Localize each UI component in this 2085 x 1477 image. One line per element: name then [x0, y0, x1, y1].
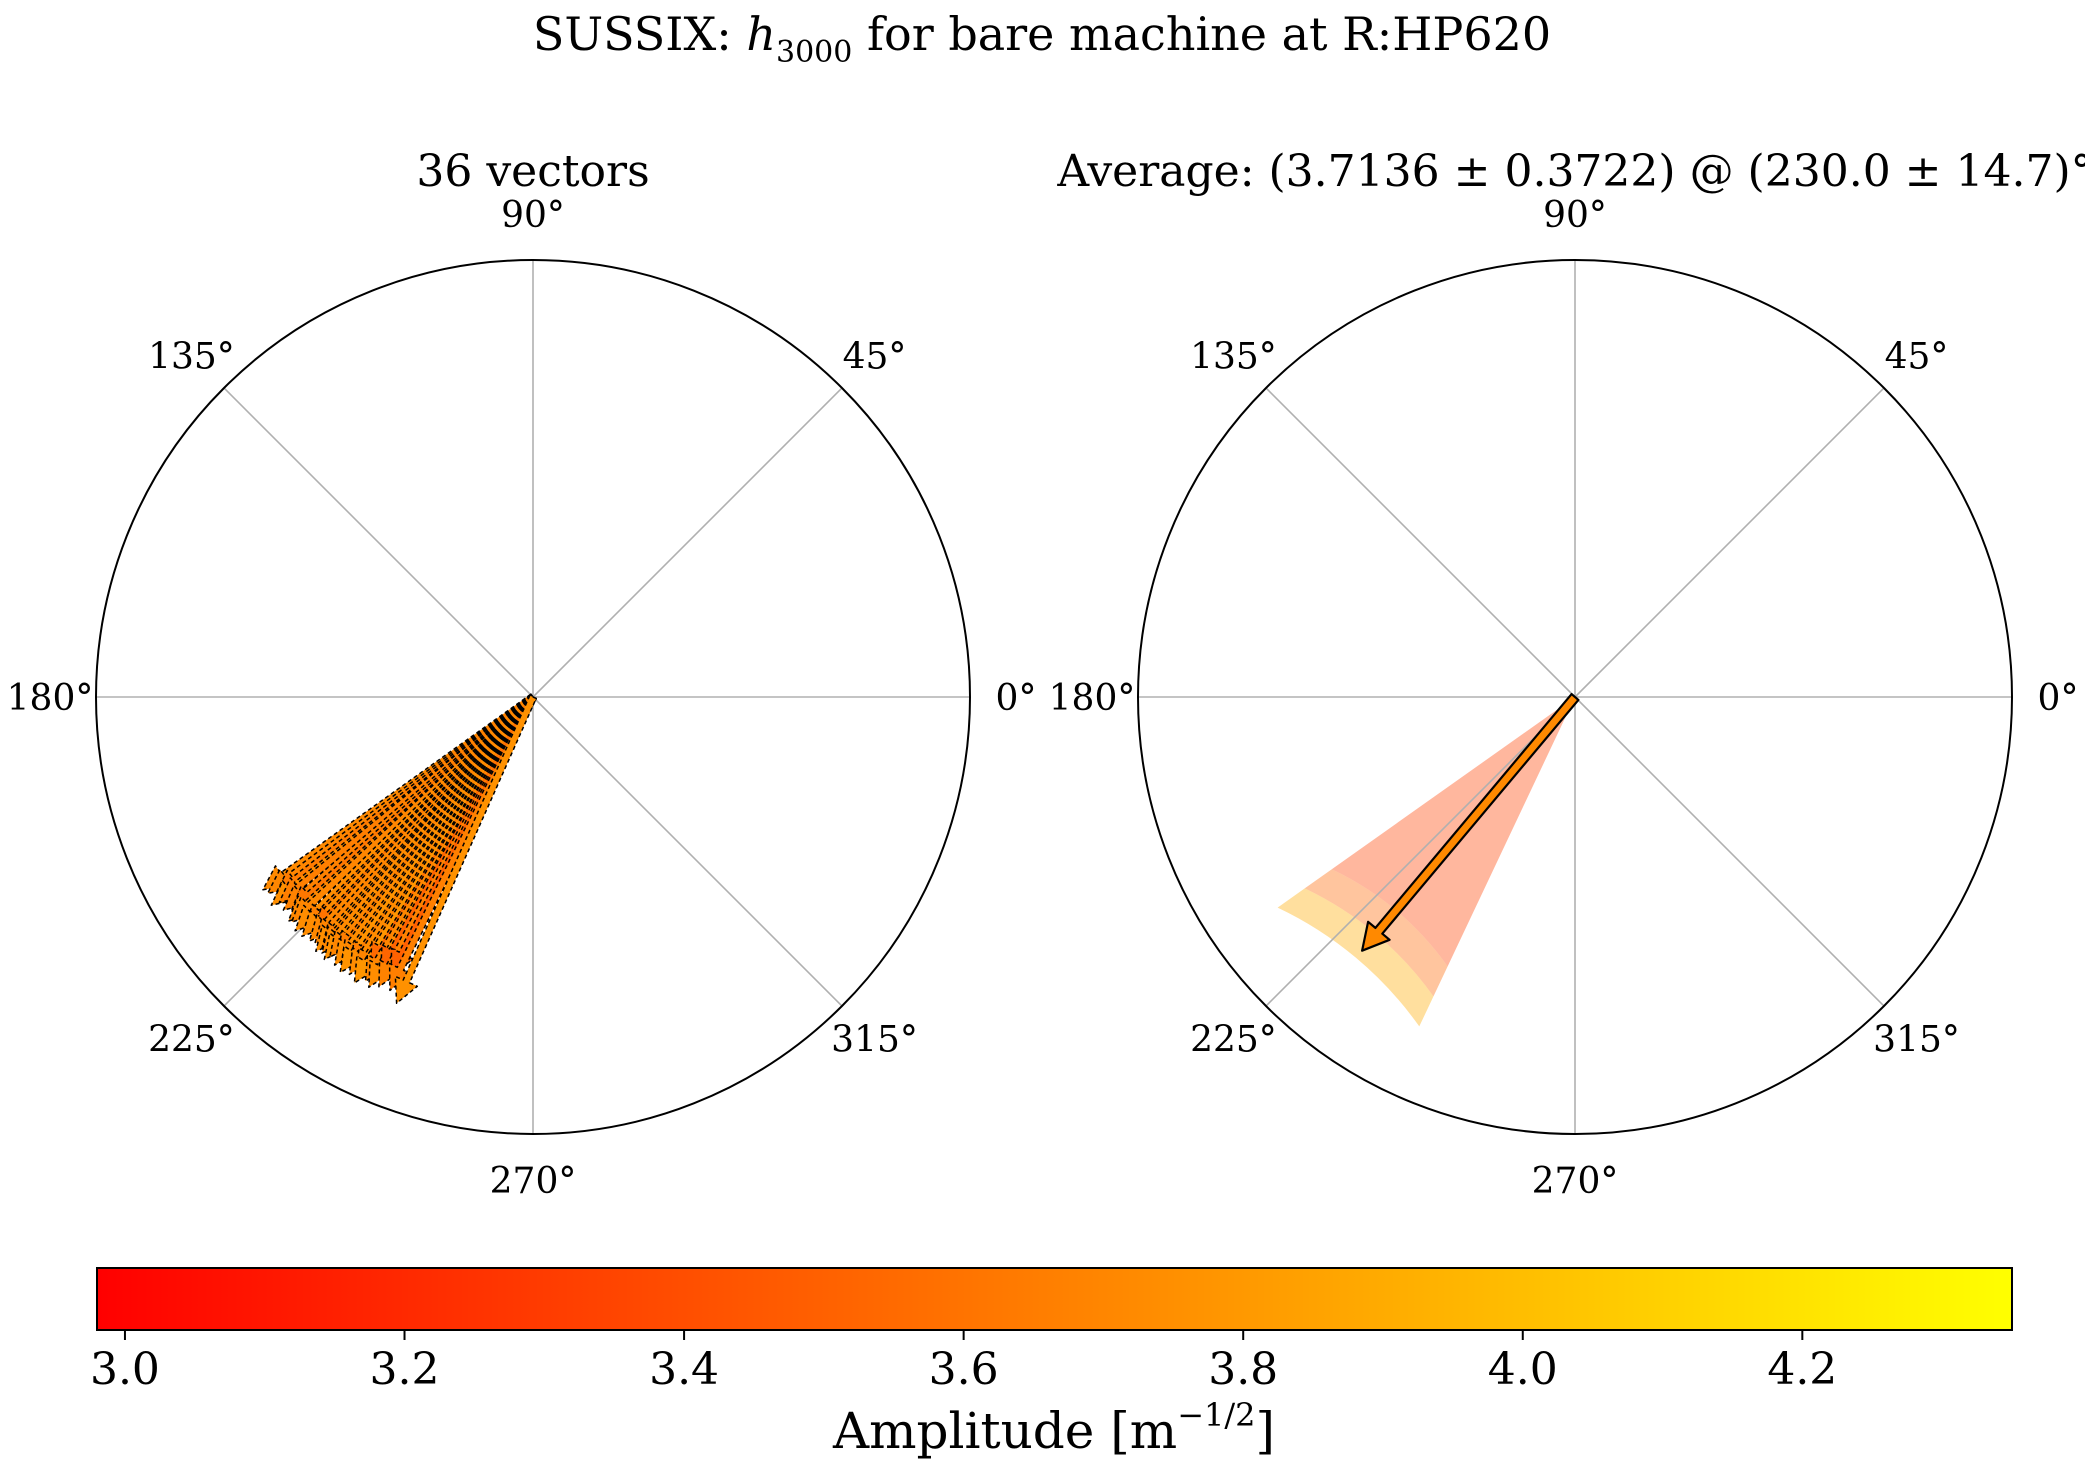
colorbar-tick-label-3: 3.6: [929, 1344, 999, 1395]
colorbar-label-text: Amplitude [m: [832, 1402, 1177, 1460]
colorbar-tick-label-1: 3.2: [370, 1344, 440, 1395]
left-angle-label-45: 45°: [843, 336, 907, 377]
title-prefix: SUSSIX:: [533, 7, 747, 61]
average-vector-arrow: [1360, 692, 1580, 952]
colorbar-gradient: [96, 1267, 2013, 1331]
right-angle-label-45: 45°: [1885, 336, 1949, 377]
right-gridline-315: [1574, 696, 1885, 1007]
left-angle-label-270: 270°: [490, 1161, 577, 1202]
left-angle-labels: 0° 45° 90° 135° 180° 225° 270° 315°: [7, 195, 1037, 1202]
title-subscript: 3000: [776, 35, 852, 70]
right-angle-label-135: 135°: [1190, 336, 1277, 377]
left-angle-label-0: 0°: [996, 678, 1037, 719]
colorbar-tick-label-6: 4.2: [1767, 1344, 1837, 1395]
right-gridline-225: [1265, 696, 1576, 1007]
title-suffix: for bare machine at R:HP620: [852, 7, 1551, 61]
left-angle-label-135: 135°: [148, 336, 235, 377]
left-angle-label-225: 225°: [148, 1020, 235, 1061]
colorbar-label: Amplitude [m−1/2]: [832, 1396, 1275, 1460]
left-gridline-135: [223, 387, 534, 698]
right-angle-label-225: 225°: [1190, 1020, 1277, 1061]
right-gridline-135: [1265, 387, 1576, 698]
colorbar-label-exponent: −1/2: [1177, 1396, 1255, 1434]
right-angle-labels: 0° 45° 90° 135° 180° 225° 270° 315°: [1049, 195, 2079, 1202]
colorbar: 3.0 3.2 3.4 3.6 3.8 4.0 4.2 Amplitude [m−1/2]: [90, 1267, 2013, 1460]
left-vector-set: [262, 693, 537, 1005]
left-gridline-315: [532, 696, 843, 1007]
right-polar-frame: [1137, 259, 2013, 1135]
colorbar-tick-label-5: 4.0: [1488, 1344, 1558, 1395]
right-polar-grid: [1137, 259, 2013, 1135]
right-angle-label-180: 180°: [1049, 678, 1136, 719]
left-polar-panel: 36 vectors 0° 45° 90° 135° 180° 225° 270° 315°: [7, 146, 1037, 1202]
left-polar-frame: [95, 259, 971, 1135]
left-angle-label-90: 90°: [501, 195, 565, 236]
vector-arrow-36: [394, 694, 537, 1005]
right-angle-label-270: 270°: [1532, 1161, 1619, 1202]
right-gridline-45: [1574, 387, 1885, 698]
colorbar-tick-label-4: 3.8: [1208, 1344, 1278, 1395]
colorbar-label-close: ]: [1256, 1402, 1276, 1460]
right-polar-panel: Average: (3.7136 ± 0.3722) @ (230.0 ± 14…: [1049, 146, 2085, 1202]
figure-title: SUSSIX: h3000 for bare machine at R:HP62…: [533, 7, 1551, 70]
title-symbol: h: [746, 7, 776, 61]
colorbar-tick-label-2: 3.4: [649, 1344, 719, 1395]
left-angle-label-180: 180°: [7, 678, 94, 719]
right-panel-title: Average: (3.7136 ± 0.3722) @ (230.0 ± 14…: [1056, 146, 2085, 197]
left-gridline-45: [532, 387, 843, 698]
right-angle-label-90: 90°: [1543, 195, 1607, 236]
left-panel-title: 36 vectors: [416, 146, 649, 197]
left-angle-label-315: 315°: [831, 1020, 918, 1061]
colorbar-ticks: 3.0 3.2 3.4 3.6 3.8 4.0 4.2: [90, 1330, 1837, 1395]
right-angle-label-315: 315°: [1873, 1020, 1960, 1061]
right-angle-label-0: 0°: [2038, 678, 2079, 719]
colorbar-tick-label-0: 3.0: [90, 1344, 160, 1395]
uncertainty-band-3: [1277, 888, 1434, 1027]
average-vector: [1360, 692, 1580, 952]
